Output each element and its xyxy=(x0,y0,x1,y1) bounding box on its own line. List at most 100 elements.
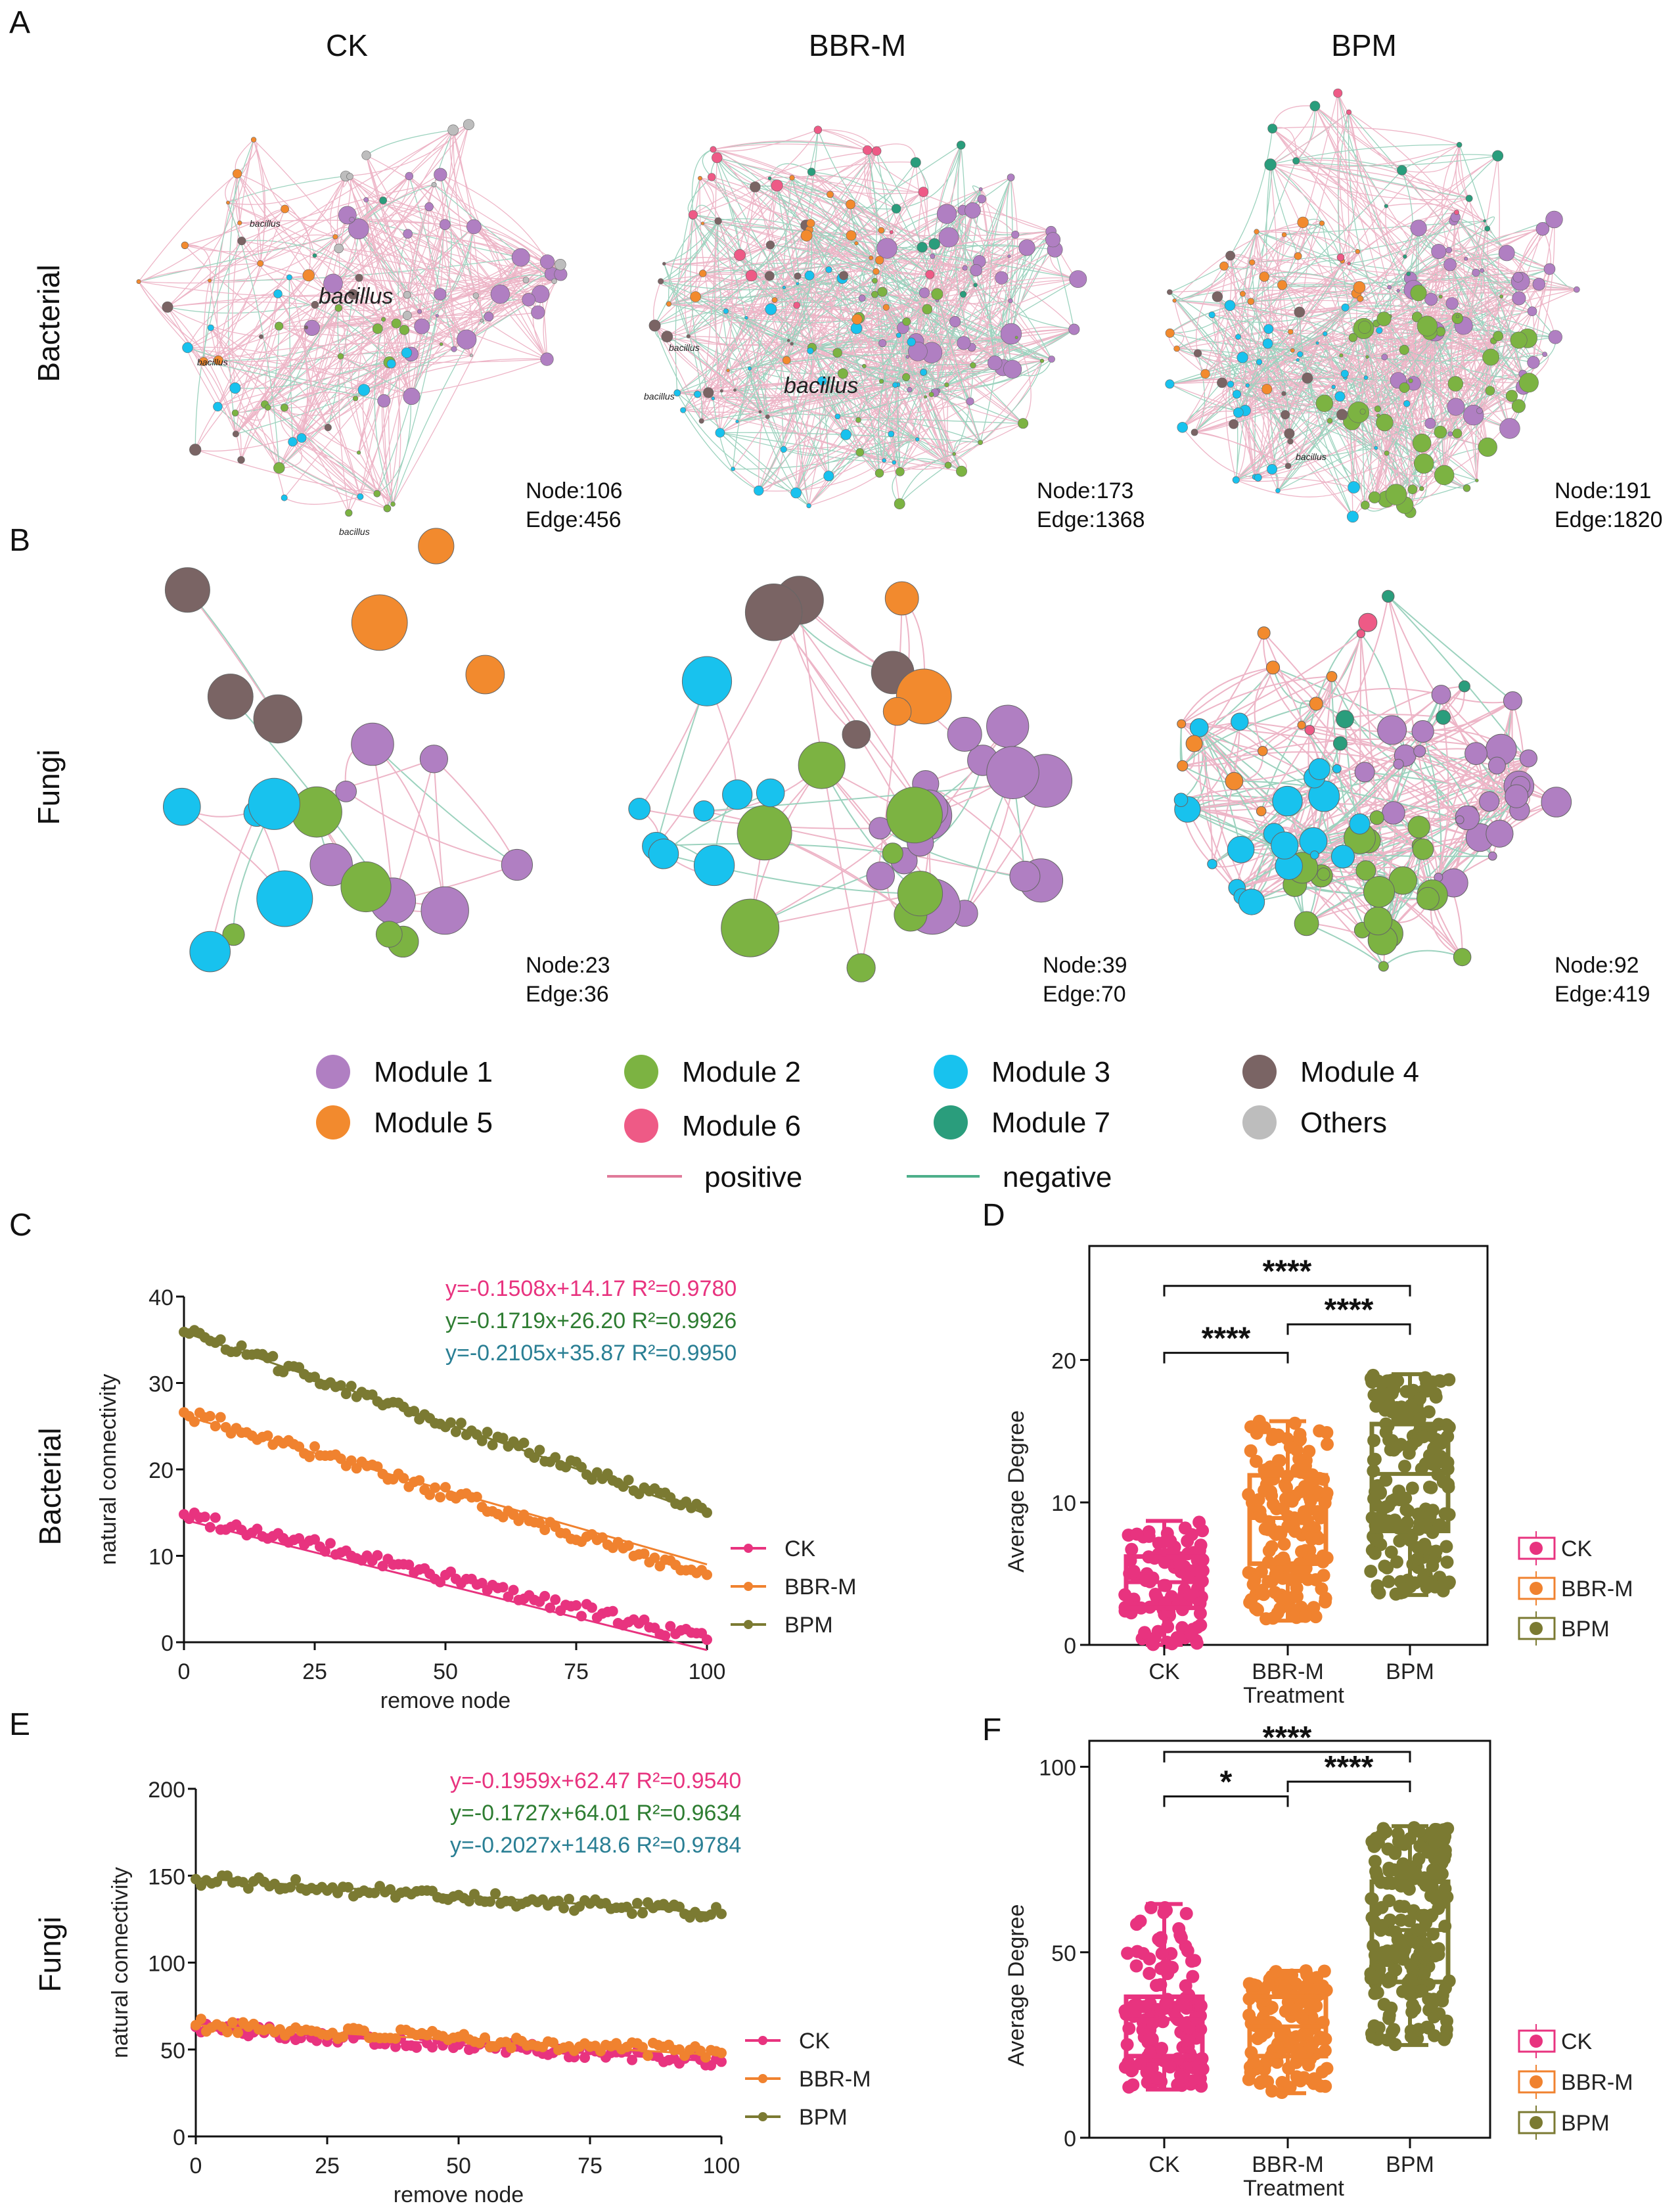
positive-edge xyxy=(1410,277,1577,290)
data-point xyxy=(435,1492,445,1503)
y-tick-label: 0 xyxy=(173,2125,185,2150)
negative-edge xyxy=(1306,923,1384,967)
node-module-6 xyxy=(710,146,717,153)
positive-edge xyxy=(1271,277,1518,470)
positive-edge xyxy=(1384,296,1442,358)
node-module-5 xyxy=(666,301,672,307)
negative-edge xyxy=(899,458,962,472)
negative-edge xyxy=(1484,220,1550,270)
data-point xyxy=(706,1909,716,1920)
node-module-2 xyxy=(1434,425,1447,439)
positive-edge xyxy=(1194,676,1332,745)
node-module-1 xyxy=(1431,685,1451,704)
positive-edge xyxy=(701,231,892,422)
network-fungi-bbr-m xyxy=(628,576,1073,982)
data-point xyxy=(1272,1454,1285,1467)
data-point xyxy=(637,2042,648,2053)
data-point xyxy=(204,1522,216,1532)
positive-edge xyxy=(195,449,377,494)
node-module-6 xyxy=(734,249,746,261)
positive-edge xyxy=(708,392,894,463)
node-module-1 xyxy=(451,346,457,352)
positive-edge xyxy=(1003,249,1056,368)
node-module-3 xyxy=(731,467,735,471)
node-count: Node:92 xyxy=(1555,953,1639,978)
data-point xyxy=(550,1452,561,1463)
node-module-3 xyxy=(817,376,827,386)
data-point xyxy=(508,1584,519,1596)
node-module-1 xyxy=(1445,246,1452,254)
positive-edge xyxy=(1363,328,1445,476)
data-point xyxy=(716,1908,727,1920)
data-point xyxy=(1248,1573,1261,1587)
node-module-2 xyxy=(372,323,383,334)
data-point xyxy=(1152,1932,1166,1946)
negative-edge xyxy=(1300,354,1355,488)
positive-edge xyxy=(717,157,924,193)
node-module-1 xyxy=(1543,263,1556,275)
node-module-3 xyxy=(1348,481,1360,494)
data-point xyxy=(309,1534,320,1545)
data-point xyxy=(1442,1575,1456,1589)
row-label-fungi: Fungi xyxy=(32,749,66,825)
data-point xyxy=(1369,1533,1383,1547)
data-point xyxy=(637,1908,648,1919)
negative-edge xyxy=(809,350,918,440)
negative-edge xyxy=(1182,703,1317,767)
negative-edge xyxy=(786,204,851,361)
positive-edge xyxy=(1194,432,1288,467)
node-module-4 xyxy=(786,338,790,342)
positive-edge xyxy=(185,208,285,246)
positive-edge xyxy=(279,328,378,469)
y-tick-label: 100 xyxy=(148,1952,185,1977)
positive-edge xyxy=(267,398,356,416)
legend-item-module-3: Module 3 xyxy=(934,1055,1110,1089)
positive-edge xyxy=(1236,448,1376,482)
positive-edge xyxy=(345,175,476,296)
positive-edge xyxy=(702,223,930,275)
data-point xyxy=(1394,1586,1407,1600)
data-point xyxy=(1127,1565,1141,1578)
positive-edge xyxy=(937,210,964,391)
node-module-2 xyxy=(1478,437,1497,457)
positive-edge xyxy=(1169,290,1441,298)
data-point xyxy=(576,1462,587,1473)
positive-edge xyxy=(1284,633,1362,846)
negative-edge xyxy=(725,311,784,449)
node-module-1 xyxy=(1393,758,1404,770)
node-module-3 xyxy=(281,494,288,501)
positive-edge xyxy=(688,215,698,336)
node-module-2 xyxy=(846,953,876,982)
positive-edge xyxy=(721,390,926,400)
negative-edge xyxy=(717,221,768,417)
node-module-4 xyxy=(355,273,363,282)
positive-edge xyxy=(1352,250,1449,517)
node-module-3 xyxy=(189,931,231,973)
legend-label: Others xyxy=(1300,1107,1387,1139)
y-tick-label: 40 xyxy=(148,1285,173,1310)
positive-edge xyxy=(1519,352,1545,375)
positive-edge xyxy=(713,129,819,152)
node-module-3 xyxy=(1403,400,1411,407)
negative-edge xyxy=(1205,348,1293,375)
node-module-1 xyxy=(1000,323,1022,345)
node-module-3 xyxy=(1341,303,1350,311)
data-point xyxy=(1429,1544,1443,1558)
data-point xyxy=(1405,1439,1419,1452)
negative-edge xyxy=(1238,170,1403,337)
positive-edge xyxy=(708,225,807,393)
positive-edge xyxy=(227,202,472,356)
legend-label: BPM xyxy=(799,2105,848,2130)
positive-edge xyxy=(167,294,353,308)
positive-edge xyxy=(1353,335,1499,415)
negative-edge xyxy=(1340,257,1376,448)
node-module-7 xyxy=(917,242,928,253)
negative-edge xyxy=(702,149,714,177)
positive-edge xyxy=(410,358,547,396)
positive-edge xyxy=(296,319,384,443)
node-module-1 xyxy=(878,339,887,348)
positive-edge xyxy=(1440,296,1488,448)
node-module-2 xyxy=(337,353,344,359)
node-module-1 xyxy=(1007,254,1011,258)
module-swatch-icon xyxy=(1242,1105,1277,1140)
